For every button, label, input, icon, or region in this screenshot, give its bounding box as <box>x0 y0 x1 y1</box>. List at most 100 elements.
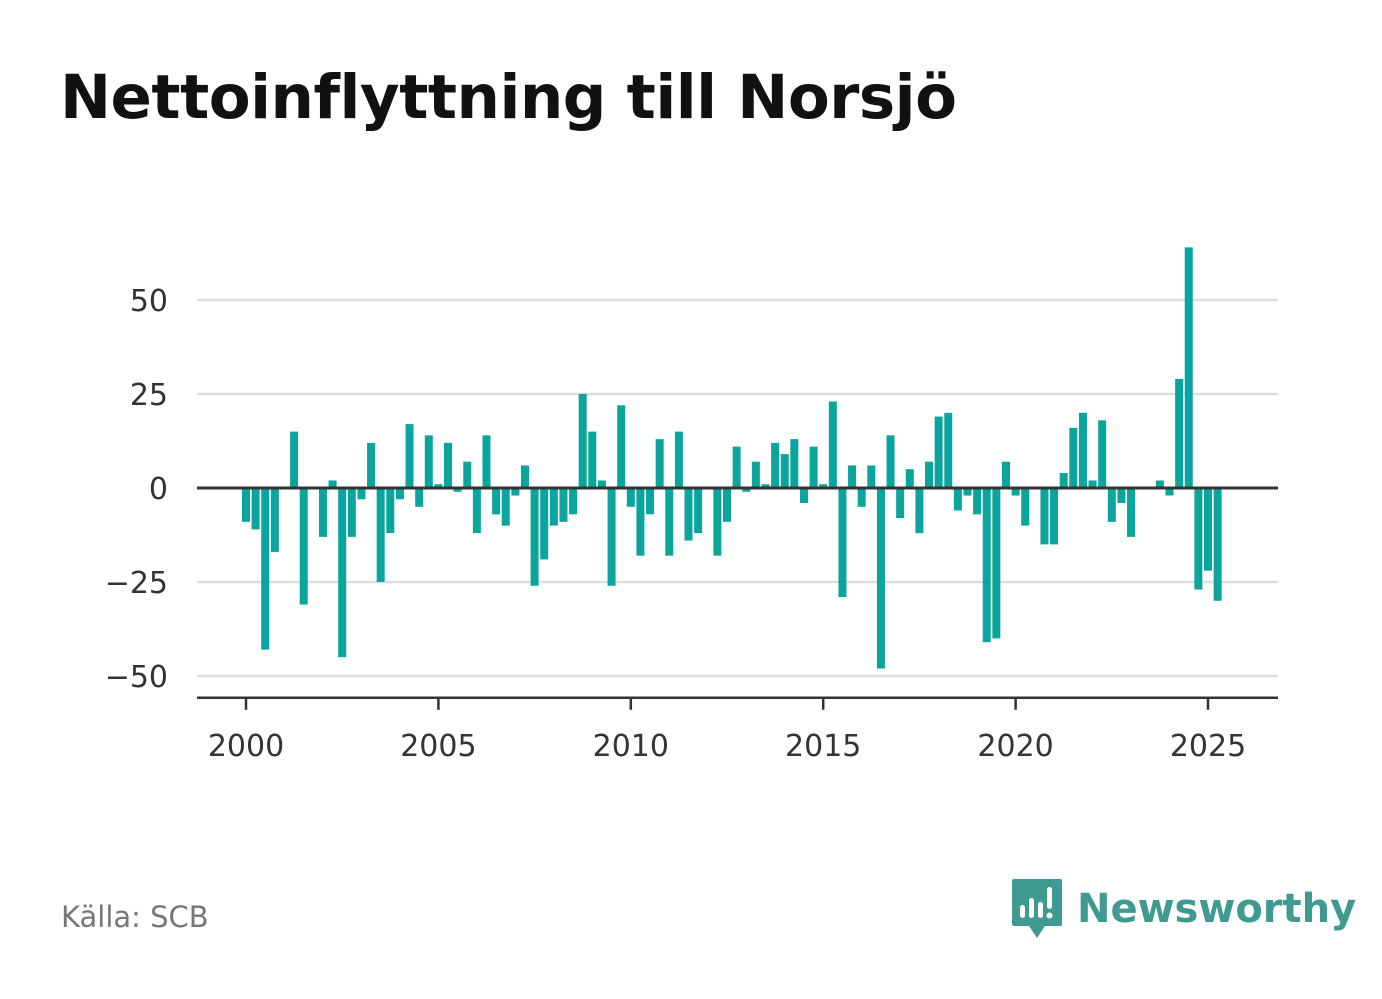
bar <box>694 488 703 534</box>
bar <box>626 488 635 507</box>
bar <box>953 488 962 511</box>
bar <box>646 488 655 515</box>
bar <box>963 488 972 496</box>
bar <box>617 405 626 488</box>
bar <box>242 488 250 522</box>
bar <box>463 461 472 488</box>
x-tick-label: 2020 <box>977 729 1053 764</box>
bar <box>549 488 558 526</box>
bar <box>925 461 934 488</box>
bar <box>367 442 376 488</box>
bar <box>405 424 414 488</box>
bar <box>328 480 337 488</box>
bar <box>848 465 857 488</box>
bar <box>1204 488 1212 571</box>
bar <box>1155 480 1164 488</box>
y-tick-label: 25 <box>130 378 168 413</box>
bar <box>799 488 808 504</box>
bar <box>1088 480 1097 488</box>
bar <box>1078 412 1087 488</box>
bar <box>723 488 731 522</box>
bar <box>1098 420 1107 488</box>
bar <box>1011 488 1020 496</box>
bar <box>1117 488 1126 504</box>
bar <box>597 480 606 488</box>
bar-series <box>242 247 1222 669</box>
bar <box>665 488 674 556</box>
bar <box>261 488 270 650</box>
x-tick-label: 2005 <box>400 729 476 764</box>
bar <box>540 488 549 560</box>
bar <box>973 488 982 515</box>
bar <box>742 488 751 492</box>
bar <box>453 488 462 492</box>
bar <box>1107 488 1116 522</box>
y-tick-label: −25 <box>105 566 168 601</box>
bar <box>1194 488 1203 590</box>
bar <box>896 488 905 519</box>
bar <box>347 488 356 537</box>
x-tick-label: 2025 <box>1170 729 1246 764</box>
bar <box>751 461 760 488</box>
bar <box>1040 488 1049 545</box>
chart-title: Nettoinflyttning till Norsjö <box>60 62 957 133</box>
brand-logo: Newsworthy <box>1011 878 1356 940</box>
bar <box>559 488 568 522</box>
bar <box>1184 247 1193 488</box>
bar <box>501 488 510 526</box>
bar <box>867 465 876 488</box>
bar <box>1069 427 1078 488</box>
bar <box>386 488 395 534</box>
y-tick-label: 0 <box>149 472 168 507</box>
axes: 50 25 0 −25 −50 2000 2005 2010 2015 2020 2025 <box>105 284 1278 764</box>
bar <box>357 488 366 500</box>
y-tick-label: 50 <box>130 284 168 319</box>
bar <box>434 484 443 488</box>
bar <box>424 435 433 488</box>
bar <box>809 446 818 488</box>
bar <box>684 488 693 541</box>
bar <box>607 488 616 586</box>
bar <box>318 488 327 537</box>
bar <box>1213 488 1222 601</box>
bar <box>1001 461 1010 488</box>
brand-name: Newsworthy <box>1077 886 1357 932</box>
source-note: Källa: SCB <box>61 900 209 934</box>
newsworthy-logo-icon <box>1012 879 1062 938</box>
bar <box>771 442 780 488</box>
bar <box>444 442 453 488</box>
bar <box>588 431 597 488</box>
bar <box>732 446 741 488</box>
bar <box>905 469 914 488</box>
bar <box>492 488 501 515</box>
x-tick-label: 2000 <box>208 729 284 764</box>
bar <box>1050 488 1059 545</box>
bar <box>569 488 578 515</box>
bar <box>982 488 991 643</box>
bar <box>944 412 953 488</box>
bar <box>857 488 866 507</box>
bar <box>299 488 308 605</box>
bar <box>376 488 385 582</box>
bar <box>270 488 279 552</box>
bar <box>876 488 885 669</box>
bar <box>1021 488 1030 526</box>
bar <box>761 484 770 488</box>
bar <box>838 488 847 598</box>
bar <box>395 488 404 500</box>
bar <box>530 488 539 586</box>
bar <box>415 488 424 507</box>
bar <box>992 488 1001 639</box>
bar <box>338 488 347 658</box>
bar <box>886 435 895 488</box>
x-tick-label: 2010 <box>593 729 669 764</box>
bar <box>578 394 587 488</box>
bar <box>290 431 299 488</box>
bar <box>251 488 260 530</box>
bar <box>1059 472 1068 488</box>
x-tick-label: 2015 <box>785 729 861 764</box>
bar <box>655 439 664 488</box>
bar <box>511 488 520 496</box>
bar <box>636 488 645 556</box>
